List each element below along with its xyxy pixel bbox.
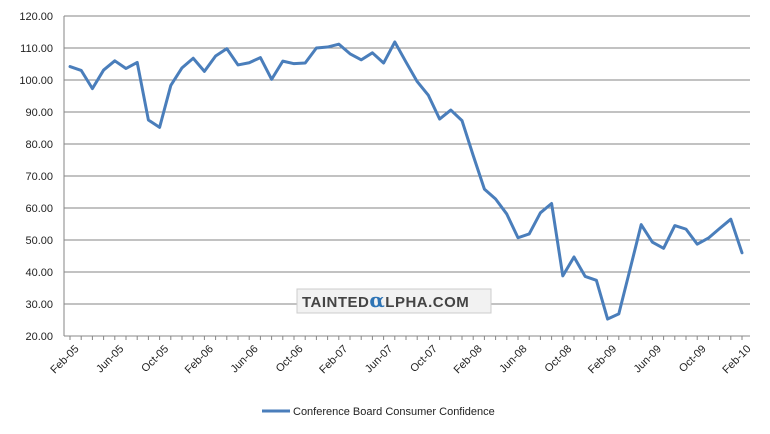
- watermark-text-before: TAINTED: [302, 294, 369, 311]
- y-tick-label: 20.00: [25, 331, 53, 343]
- watermark-background: [296, 288, 492, 314]
- series-line: [68, 40, 744, 321]
- legend: Conference Board Consumer Confidence: [262, 406, 495, 418]
- y-tick-label: 70.00: [25, 171, 53, 183]
- legend-label: Conference Board Consumer Confidence: [293, 406, 495, 418]
- y-tick-label: 40.00: [25, 267, 53, 279]
- y-tick-label: 50.00: [25, 235, 53, 247]
- y-tick-label: 90.00: [25, 107, 53, 119]
- y-axis-tick-labels: 20.00 30.00 40.00 50.00 60.00 70.00 80.00 90.00…: [19, 11, 53, 343]
- watermark-logo: TAINTEDαLPHA.COM: [296, 288, 492, 314]
- y-tick-label: 100.00: [19, 75, 53, 87]
- x-axis: [69, 336, 743, 340]
- gridlines: [63, 15, 750, 337]
- y-tick-label: 120.00: [19, 11, 53, 23]
- y-tick-label: 110.00: [20, 43, 53, 55]
- y-tick-label: 60.00: [25, 203, 53, 215]
- watermark-text-after: LPHA.COM: [385, 294, 469, 311]
- y-tick-label: 30.00: [25, 299, 53, 311]
- watermark-text: TAINTEDαLPHA.COM: [302, 288, 469, 312]
- watermark-alpha: α: [369, 288, 385, 312]
- y-tick-label: 80.00: [25, 139, 53, 151]
